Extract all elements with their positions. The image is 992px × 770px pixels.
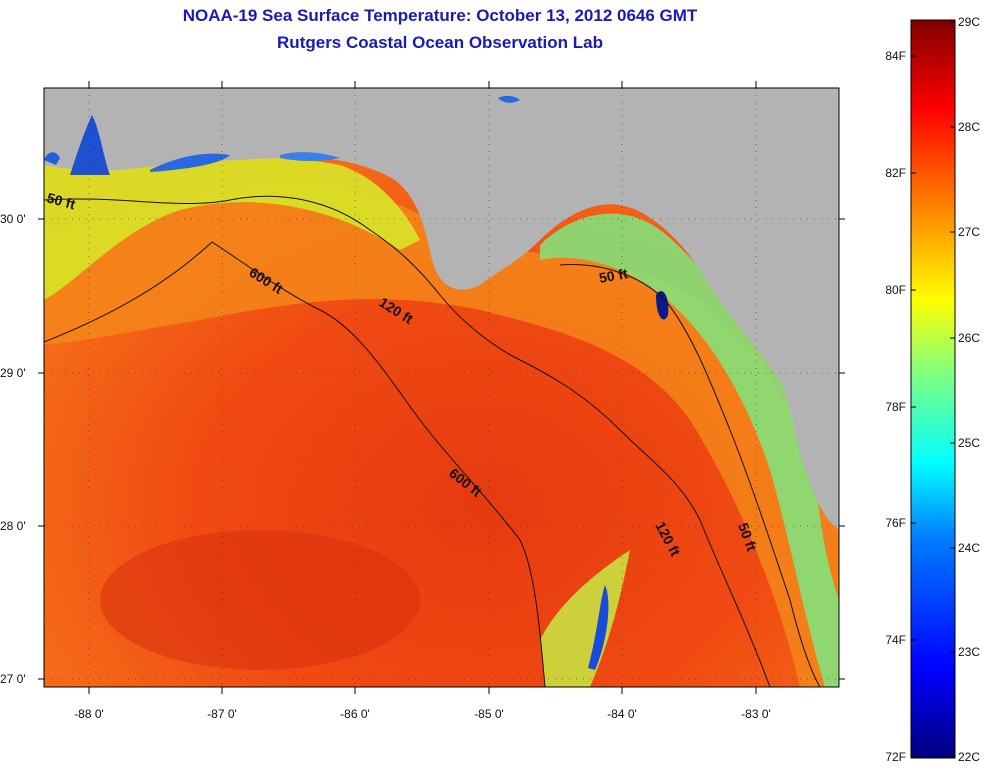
map-title: NOAA-19 Sea Surface Temperature: October… [182,6,698,25]
warm-patch [100,530,420,670]
cb-c-25: 25C [958,436,980,450]
cb-c-24: 24C [958,541,980,555]
cb-f-72: 72F [885,750,906,764]
nearshore-yellow [44,153,420,300]
lon-label-87: -87 0' [207,707,237,721]
map-subtitle: Rutgers Coastal Ocean Observation Lab [277,33,603,52]
coastal-inlet [44,152,60,165]
land-mass [44,88,839,530]
lon-label-84: -84 0' [607,707,637,721]
lat-label-27: 27 0' [0,672,26,686]
plume [540,550,630,687]
inland-lake [498,95,520,103]
east-coast-band [540,213,839,687]
lon-label-86: -86 0' [340,707,370,721]
map-frame [43,87,840,688]
cb-c-28: 28C [958,120,980,134]
shelf-band [44,186,839,687]
isobath-120ft [44,195,771,687]
cb-f-76: 76F [885,516,906,530]
plume-cold-core [588,585,609,670]
lat-label-30: 30 0' [0,212,26,226]
colorbar-gradient [910,19,956,759]
map-field [44,88,839,687]
colorbar: 29C 28C 27C 26C 25C 24C 23C 22C 84F 82F … [885,15,980,764]
cb-c-22: 22C [958,750,980,764]
cb-f-78: 78F [885,400,906,414]
lat-label-29: 29 0' [0,366,26,380]
mobile-bay [70,115,110,175]
cb-f-84: 84F [885,49,906,63]
isobath-50ft [559,264,821,687]
choctawhatchee-bay [280,152,340,161]
lon-label-88: -88 0' [74,707,104,721]
lon-label-85: -85 0' [474,707,504,721]
cb-f-80: 80F [885,283,906,297]
pensacola-bay [150,153,230,172]
cb-c-26: 26C [958,331,980,345]
cb-c-29: 29C [958,15,980,29]
contour-label-50ft-east: 50 ft [598,265,629,286]
cb-c-27: 27C [958,225,980,239]
cb-c-23: 23C [958,645,980,659]
lon-label-83: -83 0' [741,707,771,721]
isobath-600ft [44,241,546,687]
lon-ticks [88,81,757,694]
cb-f-82: 82F [885,166,906,180]
lat-label-28: 28 0' [0,519,26,533]
cb-f-74: 74F [885,633,906,647]
lat-ticks [38,218,845,680]
cold-spot [656,291,669,320]
contour-label-50ft-west: 50 ft [45,189,77,212]
